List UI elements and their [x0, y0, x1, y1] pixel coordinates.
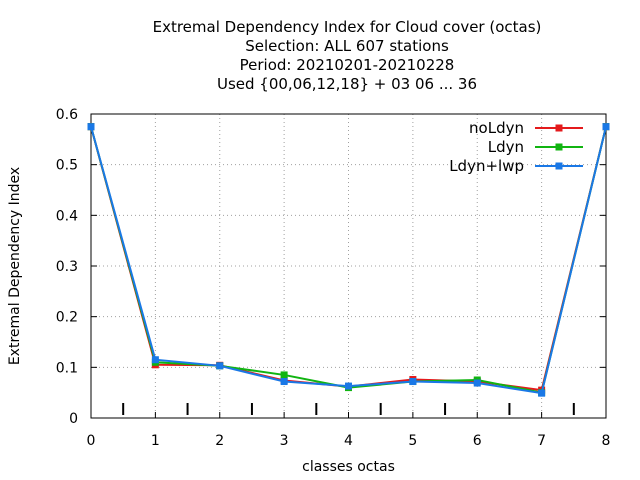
- x-axis: 0 1 2 3 4 5 6 7 8: [87, 412, 611, 449]
- chart-title: Extremal Dependency Index for Cloud cove…: [153, 18, 542, 93]
- x-tick-label: 4: [344, 433, 353, 449]
- data-point: [473, 379, 481, 387]
- plot-frame: [90, 113, 607, 419]
- y-tick-label: 0.6: [56, 107, 78, 123]
- y-tick-label: 0.1: [56, 360, 78, 376]
- minor-ticks: [122, 403, 575, 415]
- legend-label: Ldyn: [488, 138, 524, 156]
- y-axis: 0 0.1 0.2 0.3 0.4 0.5 0.6: [56, 107, 606, 427]
- title-line-2: Period: 20210201-20210228: [240, 56, 455, 74]
- x-tick-label: 5: [408, 433, 417, 449]
- data-point: [87, 123, 95, 131]
- y-tick-label: 0.4: [56, 208, 78, 224]
- title-line-3: Used {00,06,12,18} + 03 06 ... 36: [217, 75, 477, 93]
- data-point: [538, 389, 546, 397]
- x-tick-label: 0: [87, 433, 96, 449]
- legend-item: Ldyn+lwp: [449, 157, 583, 175]
- series: [87, 123, 610, 397]
- grid: [91, 114, 606, 418]
- x-tick-label: 1: [151, 433, 160, 449]
- y-tick-label: 0.3: [56, 259, 78, 275]
- data-point: [280, 378, 288, 386]
- y-tick-label: 0.5: [56, 158, 78, 174]
- title-line-0: Extremal Dependency Index for Cloud cove…: [153, 18, 542, 36]
- legend-marker: [555, 162, 563, 170]
- data-point: [345, 382, 352, 390]
- y-tick-label: 0: [69, 411, 78, 427]
- title-line-1: Selection: ALL 607 stations: [245, 37, 449, 55]
- series-Ldyn+lwp: [87, 123, 610, 397]
- x-tick-label: 7: [537, 433, 546, 449]
- data-point: [280, 371, 288, 379]
- legend-marker: [555, 143, 563, 151]
- legend-label: Ldyn+lwp: [449, 157, 524, 175]
- y-tick-label: 0.2: [56, 310, 78, 326]
- legend-label: noLdyn: [469, 119, 524, 137]
- x-tick-label: 2: [215, 433, 224, 449]
- legend-marker: [555, 124, 563, 132]
- x-tick-label: 8: [602, 433, 611, 449]
- data-point: [216, 362, 224, 370]
- legend-item: Ldyn: [488, 138, 583, 156]
- x-tick-label: 6: [473, 433, 482, 449]
- data-point: [602, 123, 610, 131]
- x-tick-label: 3: [280, 433, 289, 449]
- legend-item: noLdyn: [469, 119, 583, 137]
- series-Ldyn: [87, 123, 610, 397]
- y-axis-label: Extremal Dependency Index: [7, 167, 23, 365]
- data-point: [409, 378, 417, 386]
- data-point: [151, 356, 159, 364]
- x-axis-label: classes octas: [302, 459, 395, 475]
